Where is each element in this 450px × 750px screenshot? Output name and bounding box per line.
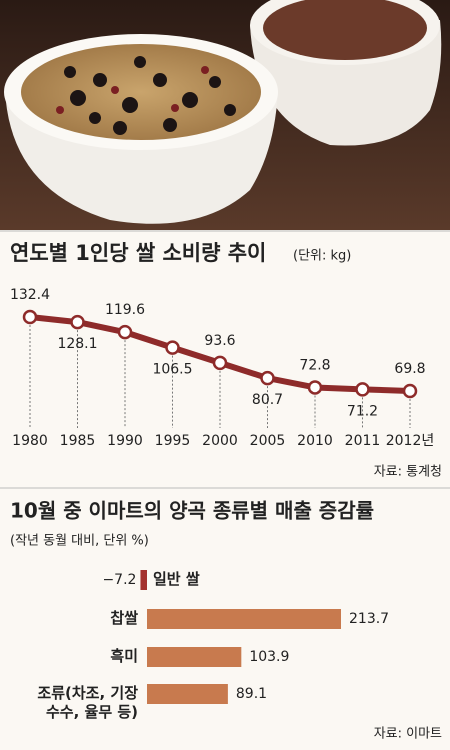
category-label: 일반 쌀 bbox=[153, 570, 200, 588]
bar bbox=[147, 684, 228, 704]
y-tick-label: 찹쌀 bbox=[110, 609, 138, 627]
source: 자료: 이마트 bbox=[374, 727, 442, 742]
point bbox=[402, 383, 418, 399]
point bbox=[165, 340, 180, 355]
x-tick-label: 1990 bbox=[107, 433, 143, 449]
chart-subtitle: (작년 동월 대비, 단위 %) bbox=[10, 534, 149, 549]
data-label: 106.5 bbox=[152, 362, 192, 378]
chart-title: 10월 중 이마트의 양곡 종류별 매출 증감률 bbox=[10, 499, 374, 523]
data-label: 80.7 bbox=[252, 392, 283, 408]
x-tick-label: 1995 bbox=[155, 433, 191, 449]
x-tick-label: 2000 bbox=[202, 433, 238, 449]
x-tick-label: 2012년 bbox=[386, 433, 435, 449]
data-label: 72.8 bbox=[299, 357, 330, 373]
y-tick-label: 조류(차조, 기장 수수, 율무 등) bbox=[37, 684, 138, 721]
x-tick-label: 1985 bbox=[60, 433, 96, 449]
data-label: 128.1 bbox=[57, 336, 97, 352]
y-tick-label: 일반 쌀 bbox=[153, 570, 200, 588]
data-label: 119.6 bbox=[105, 302, 145, 318]
point bbox=[117, 324, 133, 340]
chart-title: 연도별 1인당 쌀 소비량 추이 bbox=[10, 241, 266, 265]
point bbox=[70, 314, 85, 330]
source: 자료: 통계청 bbox=[374, 465, 442, 480]
y-tick-label: 흑미 bbox=[110, 647, 138, 665]
data-label: 213.7 bbox=[349, 611, 389, 627]
x-tick-label: 1980 bbox=[12, 433, 48, 449]
data-label: 69.8 bbox=[394, 361, 425, 377]
bar bbox=[140, 570, 147, 590]
data-label: 71.2 bbox=[347, 403, 378, 419]
point bbox=[355, 382, 370, 397]
bar bbox=[147, 609, 341, 629]
data-label: −7.2 bbox=[102, 572, 136, 588]
x-tick-label: 2005 bbox=[250, 433, 286, 449]
data-label: 132.4 bbox=[10, 287, 50, 303]
point bbox=[307, 380, 323, 395]
category-label: 흑미 bbox=[110, 647, 138, 665]
point bbox=[260, 370, 275, 386]
data-label: 93.6 bbox=[204, 333, 235, 349]
point bbox=[22, 309, 38, 325]
data-label: 89.1 bbox=[236, 686, 267, 702]
x-tick-label: 2010 bbox=[297, 433, 333, 449]
data-label: 103.9 bbox=[249, 649, 289, 665]
photo bbox=[0, 0, 450, 230]
category-label: 조류(차조, 기장 수수, 율무 등) bbox=[37, 684, 138, 721]
bar bbox=[147, 647, 242, 667]
category-label: 찹쌀 bbox=[110, 609, 138, 627]
x-tick-label: 2011 bbox=[345, 433, 381, 449]
point bbox=[212, 355, 228, 371]
chart-subtitle: (단위: kg) bbox=[293, 249, 351, 264]
